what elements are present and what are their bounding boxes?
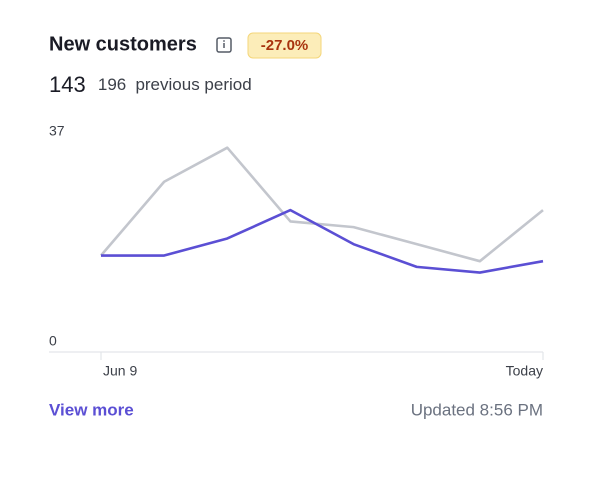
series-line: [101, 208, 544, 274]
change-badge: [247, 32, 322, 59]
info-icon[interactable]: [216, 37, 232, 53]
plot: 0 37 Jun 9 Today: [49, 123, 544, 379]
x-tick-label: Today: [506, 363, 543, 379]
updated-time: Updated 8:56 PM: [411, 400, 543, 419]
previous-total: 196: [98, 75, 126, 94]
change-label: -27.0%: [261, 37, 309, 54]
total: 143: [49, 72, 86, 97]
y-tick-label: 37: [49, 123, 65, 139]
view-more-link[interactable]: View more: [49, 400, 134, 419]
x-tick-label: Jun 9: [103, 363, 137, 379]
summary: 143 196 previous period: [49, 72, 252, 97]
y-tick-label: 0: [49, 333, 57, 349]
title: New customers: [49, 33, 197, 55]
previous-label: previous period: [135, 75, 251, 94]
series-line: [100, 146, 544, 263]
